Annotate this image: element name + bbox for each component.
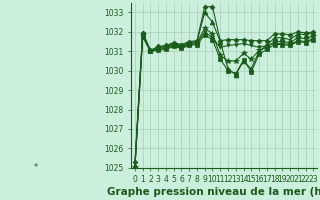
Text: *: * (34, 163, 38, 172)
X-axis label: Graphe pression niveau de la mer (hPa): Graphe pression niveau de la mer (hPa) (107, 187, 320, 197)
